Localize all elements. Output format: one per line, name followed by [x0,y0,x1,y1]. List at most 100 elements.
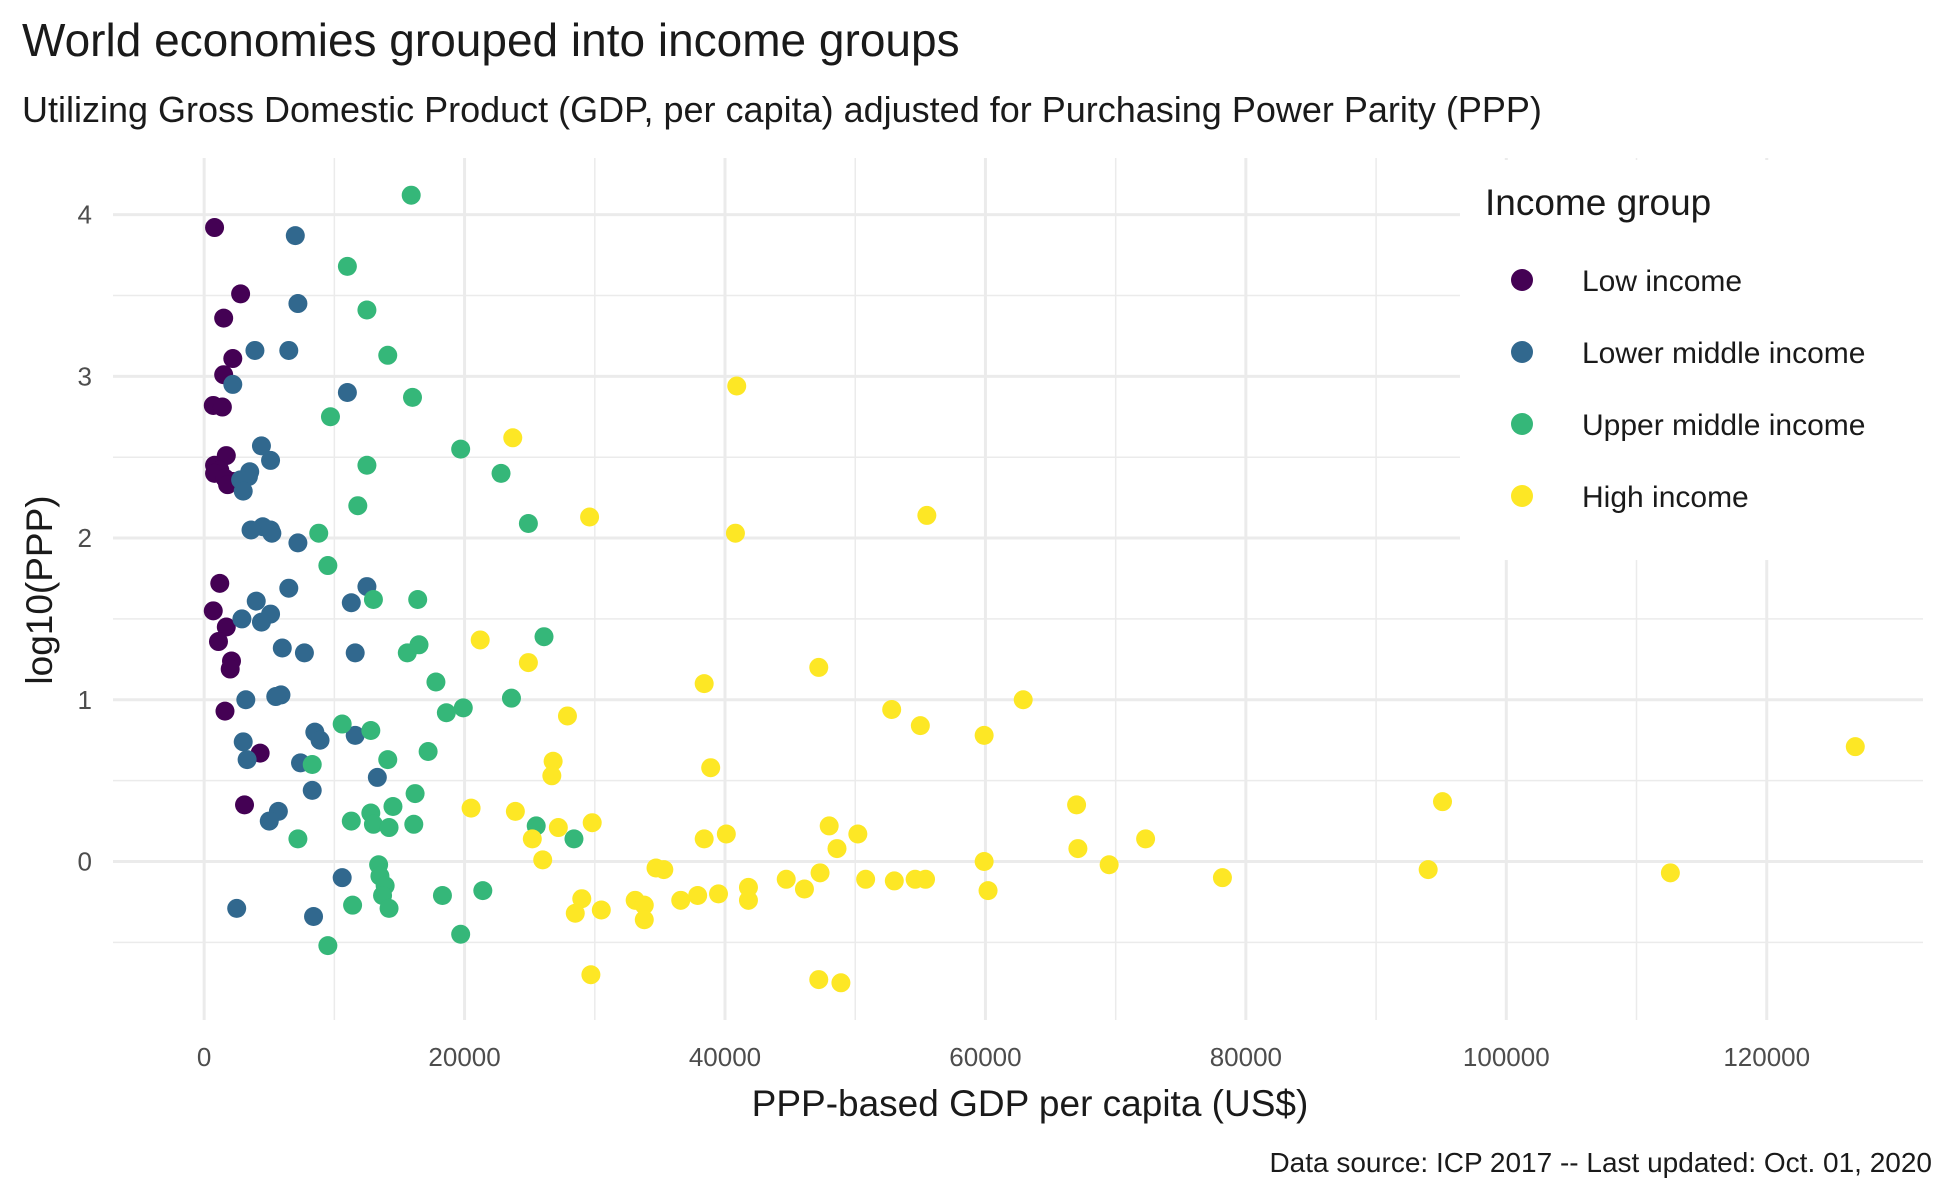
y-tick-label: 2 [78,523,92,553]
point-upper-middle-income [337,256,357,276]
point-upper-middle-income [564,829,584,849]
point-high-income [809,657,829,677]
x-tick-label: 0 [197,1042,211,1072]
point-high-income [910,716,930,736]
point-high-income [581,965,601,985]
point-upper-middle-income [402,387,422,407]
point-upper-middle-income [451,924,471,944]
legend-background [1460,160,1950,560]
point-upper-middle-income [320,407,340,427]
legend-key-high-income [1511,485,1533,507]
point-upper-middle-income [473,881,493,901]
point-upper-middle-income [363,814,383,834]
point-high-income [727,376,747,396]
y-tick-label: 3 [78,361,92,391]
legend-key-lower-middle-income [1511,341,1533,363]
legend-key-low-income [1511,269,1533,291]
point-high-income [1013,690,1033,710]
y-axis-ticks: 0 1 2 3 4 [78,200,92,877]
point-upper-middle-income [343,895,363,915]
point-lower-middle-income [345,725,365,745]
point-lower-middle-income [337,383,357,403]
point-high-income [701,758,721,778]
x-tick-label: 120000 [1723,1042,1810,1072]
point-lower-middle-income [223,374,243,394]
point-lower-middle-income [266,687,286,707]
point-high-income [591,900,611,920]
point-high-income [1845,737,1865,757]
point-high-income [505,801,525,821]
point-high-income [709,884,729,904]
point-lower-middle-income [288,533,308,553]
legend-label-lower-middle-income: Lower middle income [1582,337,1865,370]
point-high-income [671,890,691,910]
point-lower-middle-income [236,690,256,710]
point-lower-middle-income [288,294,308,314]
point-upper-middle-income [453,698,473,718]
legend: Income group Low income Lower middle inc… [1485,182,1865,514]
x-axis-ticks: 0 20000 40000 60000 80000 100000 120000 [197,1042,1810,1072]
point-low-income [208,632,228,652]
point-upper-middle-income [302,754,322,774]
point-upper-middle-income [401,185,421,205]
chart-caption: Data source: ICP 2017 -- Last updated: O… [1269,1147,1932,1178]
point-lower-middle-income [294,643,314,663]
point-high-income [827,839,847,859]
point-low-income [203,601,223,621]
point-lower-middle-income [259,811,279,831]
point-high-income [461,798,481,818]
point-lower-middle-income [272,638,292,658]
point-upper-middle-income [397,643,417,663]
x-tick-label: 60000 [949,1042,1021,1072]
point-lower-middle-income [233,481,253,501]
point-lower-middle-income [245,340,265,360]
y-tick-label: 1 [78,685,92,715]
point-high-income [917,505,937,525]
point-high-income [831,973,851,993]
point-high-income [522,829,542,849]
point-high-income [974,852,994,872]
point-high-income [916,869,936,889]
legend-title: Income group [1485,182,1711,223]
point-low-income [205,218,225,238]
point-upper-middle-income [332,714,352,734]
point-high-income [848,824,868,844]
point-high-income [518,653,538,673]
point-high-income [725,523,745,543]
point-upper-middle-income [357,455,377,475]
point-upper-middle-income [288,829,308,849]
point-lower-middle-income [345,643,365,663]
point-high-income [688,885,708,905]
point-high-income [694,829,714,849]
point-high-income [882,699,902,719]
point-lower-middle-income [341,593,361,613]
point-low-income [235,795,255,815]
point-high-income [1418,860,1438,880]
point-upper-middle-income [357,300,377,320]
x-tick-label: 100000 [1463,1042,1550,1072]
point-lower-middle-income [233,732,253,752]
legend-key-upper-middle-income [1511,413,1533,435]
point-high-income [470,630,490,650]
point-upper-middle-income [404,814,424,834]
point-high-income [1212,868,1232,888]
y-tick-label: 0 [78,847,92,877]
point-low-income [231,284,251,304]
point-high-income [1068,839,1088,859]
point-lower-middle-income [279,578,299,598]
point-upper-middle-income [309,523,329,543]
point-upper-middle-income [379,818,399,838]
point-high-income [543,751,563,771]
legend-label-low-income: Low income [1582,265,1742,298]
point-high-income [580,507,600,527]
point-lower-middle-income [304,906,324,926]
point-upper-middle-income [418,742,438,762]
chart-subtitle: Utilizing Gross Domestic Product (GDP, p… [22,89,1542,130]
point-lower-middle-income [332,868,352,888]
point-high-income [582,813,602,833]
point-upper-middle-income [534,627,554,647]
x-tick-label: 40000 [689,1042,761,1072]
chart-title: World economies grouped into income grou… [22,14,960,66]
point-upper-middle-income [518,514,538,534]
